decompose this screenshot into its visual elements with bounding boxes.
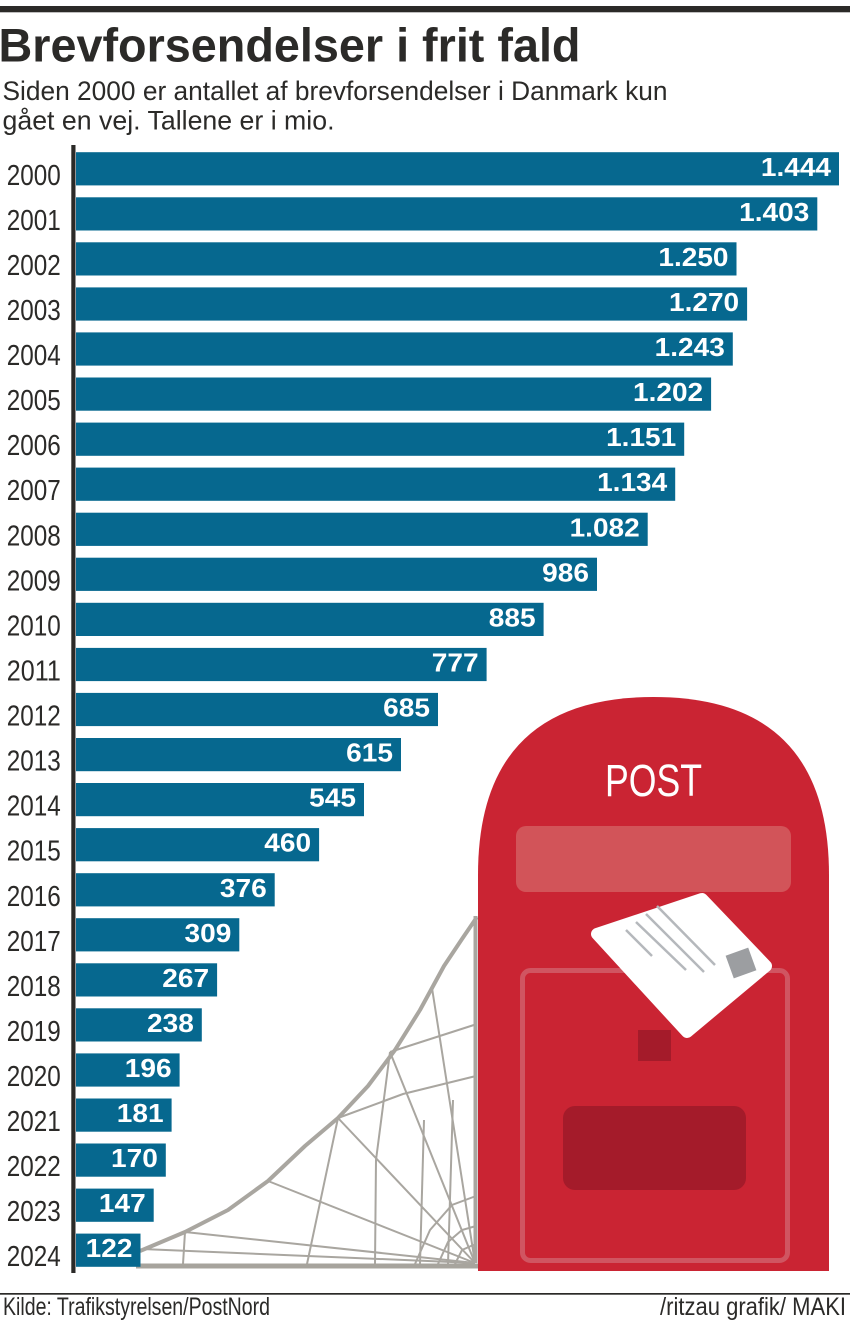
svg-text:2005: 2005 xyxy=(7,385,61,417)
svg-text:2018: 2018 xyxy=(7,971,61,1003)
svg-text:2002: 2002 xyxy=(7,250,61,282)
svg-text:170: 170 xyxy=(111,1145,158,1173)
svg-text:1.134: 1.134 xyxy=(597,469,668,497)
svg-text:1.082: 1.082 xyxy=(570,514,640,542)
svg-text:2006: 2006 xyxy=(7,430,61,462)
svg-text:2009: 2009 xyxy=(7,565,61,597)
svg-text:2019: 2019 xyxy=(7,1016,61,1048)
svg-text:2010: 2010 xyxy=(7,610,61,642)
svg-text:1.403: 1.403 xyxy=(739,199,809,227)
svg-text:2008: 2008 xyxy=(7,520,61,552)
svg-text:460: 460 xyxy=(264,830,311,858)
svg-text:986: 986 xyxy=(542,559,589,587)
svg-text:238: 238 xyxy=(147,1010,194,1038)
svg-text:615: 615 xyxy=(346,740,393,768)
svg-text:685: 685 xyxy=(383,695,430,723)
svg-text:181: 181 xyxy=(117,1100,164,1128)
svg-text:147: 147 xyxy=(99,1190,146,1218)
svg-text:1.444: 1.444 xyxy=(761,154,832,182)
svg-text:885: 885 xyxy=(489,604,536,632)
svg-text:2016: 2016 xyxy=(7,881,61,913)
svg-text:Kilde: Trafikstyrelsen/PostNor: Kilde: Trafikstyrelsen/PostNord xyxy=(3,1293,270,1321)
svg-text:267: 267 xyxy=(162,965,209,993)
svg-text:2017: 2017 xyxy=(7,926,61,958)
svg-text:POST: POST xyxy=(605,755,702,806)
svg-text:2001: 2001 xyxy=(7,205,61,237)
svg-text:196: 196 xyxy=(125,1055,172,1083)
svg-text:2003: 2003 xyxy=(7,295,61,327)
svg-text:2012: 2012 xyxy=(7,701,61,733)
svg-text:376: 376 xyxy=(220,875,267,903)
svg-text:1.202: 1.202 xyxy=(633,379,703,407)
svg-text:Brevforsendelser i frit fald: Brevforsendelser i frit fald xyxy=(0,19,581,72)
svg-text:2022: 2022 xyxy=(7,1151,61,1183)
svg-text:777: 777 xyxy=(432,650,479,678)
svg-text:2021: 2021 xyxy=(7,1106,61,1138)
svg-text:122: 122 xyxy=(86,1235,133,1263)
svg-text:2014: 2014 xyxy=(7,791,61,823)
svg-text:Siden 2000 er antallet af brev: Siden 2000 er antallet af brevforsendels… xyxy=(3,76,668,106)
svg-text:2004: 2004 xyxy=(7,340,61,372)
svg-text:1.151: 1.151 xyxy=(606,424,676,452)
svg-text:2000: 2000 xyxy=(7,160,61,192)
svg-text:/ritzau grafik/ MAKI: /ritzau grafik/ MAKI xyxy=(660,1293,846,1321)
svg-text:1.243: 1.243 xyxy=(655,334,725,362)
svg-text:2023: 2023 xyxy=(7,1196,61,1228)
svg-text:2015: 2015 xyxy=(7,836,61,868)
svg-text:545: 545 xyxy=(309,785,356,813)
svg-text:2007: 2007 xyxy=(7,475,61,507)
svg-text:1.270: 1.270 xyxy=(669,289,739,317)
svg-text:309: 309 xyxy=(185,920,232,948)
svg-text:1.250: 1.250 xyxy=(658,244,728,272)
svg-text:2024: 2024 xyxy=(7,1241,61,1273)
svg-text:2020: 2020 xyxy=(7,1061,61,1093)
svg-text:2013: 2013 xyxy=(7,746,61,778)
svg-text:2011: 2011 xyxy=(7,656,61,688)
svg-text:gået en vej. Tallene er i mio.: gået en vej. Tallene er i mio. xyxy=(3,105,335,135)
